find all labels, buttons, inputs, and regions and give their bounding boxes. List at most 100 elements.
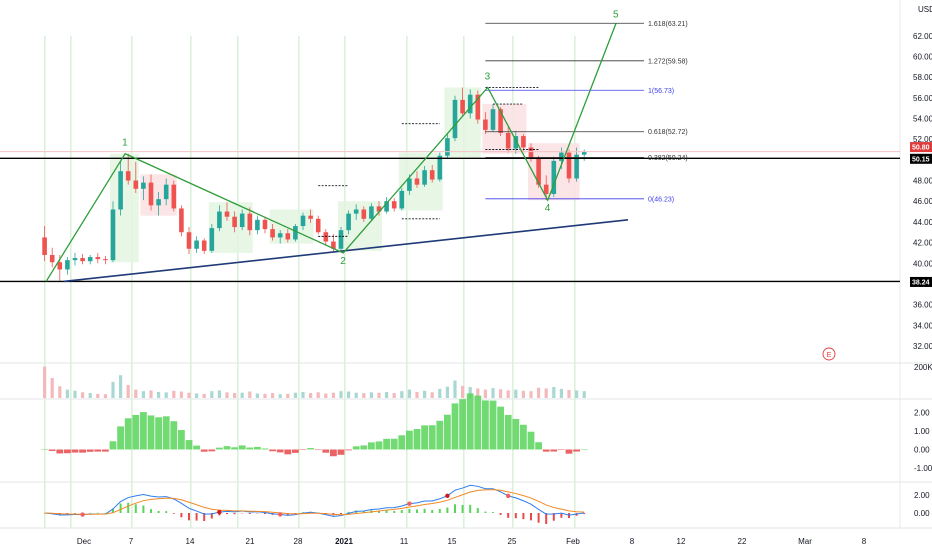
candle-body <box>217 211 222 229</box>
oscillator-bar <box>330 449 337 457</box>
volume-bar <box>400 391 404 398</box>
range-box <box>338 201 382 251</box>
oscillator-bar <box>436 420 444 450</box>
candle-body <box>536 158 541 185</box>
oscillator2-bar <box>378 510 380 513</box>
candle-body <box>399 190 405 209</box>
oscillator-bar <box>512 418 520 450</box>
oscillator-bar <box>527 431 535 450</box>
volume-bar <box>134 389 138 398</box>
oscillator2-bar <box>484 511 487 513</box>
price-tick: 58.00 <box>913 73 932 82</box>
price-tag-label: 50.80 <box>912 145 930 152</box>
price-tag-label: 50.15 <box>912 156 930 163</box>
oscillator-bar <box>360 445 368 450</box>
oscillator-bar <box>64 449 71 454</box>
oscillator2-bar <box>195 513 198 521</box>
volume-bar <box>81 392 85 398</box>
oscillator-bar <box>162 416 170 450</box>
oscillator2-bar <box>233 513 236 515</box>
price-tick: 62.00 <box>913 32 932 41</box>
oscillator-bar <box>238 445 246 450</box>
time-tick: 11 <box>400 537 409 546</box>
oscillator-bar <box>368 442 375 450</box>
wave-label: 5 <box>613 9 619 20</box>
price-tag-label: 38.24 <box>912 279 930 286</box>
candle-body <box>65 260 70 270</box>
oscillator2-bar <box>142 505 145 513</box>
time-tick: 2021 <box>335 537 353 546</box>
candle-body <box>376 206 382 212</box>
oscillator2-tick: 2.00 <box>914 491 930 500</box>
candle-body <box>148 182 154 206</box>
wave-label: 4 <box>545 203 551 214</box>
candle-body <box>95 257 101 260</box>
volume-bar <box>195 393 199 398</box>
oscillator2-cross-dot <box>278 512 283 517</box>
volume-bar <box>293 392 297 398</box>
volume-bar <box>141 391 145 398</box>
oscillator2-bar <box>226 513 228 515</box>
time-tick: 8 <box>862 537 867 546</box>
oscillator-bar <box>550 449 558 452</box>
volume-bar <box>316 392 320 398</box>
volume-bar <box>491 388 495 398</box>
candle-body <box>422 170 427 185</box>
candle-body <box>338 230 344 249</box>
oscillator2-bar <box>499 513 502 515</box>
volume-bar <box>347 391 351 398</box>
volume-bar <box>157 391 161 398</box>
volume-bar <box>65 389 69 398</box>
oscillator-bar <box>170 421 178 450</box>
oscillator2-bar <box>454 504 456 513</box>
oscillator-bar <box>398 435 406 450</box>
elliott-wave[interactable]: 1 2 3 4 5 <box>45 9 619 282</box>
volume-bar <box>202 393 206 398</box>
oscillator2-bar <box>583 513 586 515</box>
candle-body <box>346 213 351 231</box>
oscillator-bar <box>406 430 413 450</box>
oscillator2-bar <box>522 513 525 520</box>
volume-bar <box>468 386 472 398</box>
oscillator2-bar <box>127 502 130 513</box>
oscillator-bar <box>520 424 527 450</box>
volume-bar <box>301 391 305 398</box>
oscillator-bar <box>292 449 299 453</box>
oscillator-bar <box>48 449 56 451</box>
volume-bar <box>43 366 47 398</box>
candle-body <box>194 240 199 249</box>
candle-body <box>490 109 496 130</box>
fib-extension[interactable]: 1.618(63.21) 1.272(59.58) 1(56.73) 0.618(52… <box>485 21 688 204</box>
volume-bar <box>126 385 130 398</box>
oscillator-bar <box>375 441 383 450</box>
time-axis[interactable]: Dec 7 14 21 28 2021 11 15 25 Feb 8 12 22 Mar 8 <box>77 537 867 546</box>
candle-body <box>57 262 63 270</box>
volume-bar <box>445 386 449 398</box>
candle-body <box>467 94 473 114</box>
candle-body <box>566 152 572 179</box>
oscillator-bar <box>178 430 185 450</box>
price-tick: 36.00 <box>913 301 932 310</box>
volume-pane: 200K <box>43 363 932 398</box>
candle-body <box>521 136 526 148</box>
oscillator-bar <box>269 449 276 452</box>
candle-body <box>384 201 389 212</box>
candle-body <box>353 209 359 214</box>
oscillator-bar <box>337 449 345 455</box>
range-box <box>482 104 527 154</box>
volume-bar <box>415 391 419 398</box>
oscillator2-bar <box>188 513 190 521</box>
candle-body <box>80 258 85 262</box>
oscillator-bar <box>155 417 162 450</box>
candle-body <box>315 218 321 233</box>
price-axis[interactable]: 62.0060.0058.0056.0054.0052.0050.0048.00… <box>910 32 932 351</box>
oscillator2-bar <box>530 513 532 521</box>
horizontal-levels[interactable] <box>0 151 900 283</box>
events-badge[interactable]: E <box>822 347 836 361</box>
oscillator2-cross-dot <box>407 501 412 506</box>
time-tick: 25 <box>508 537 517 546</box>
oscillator2-bar <box>248 513 251 514</box>
oscillator2-bar <box>400 510 403 513</box>
oscillator-bar <box>580 449 588 450</box>
